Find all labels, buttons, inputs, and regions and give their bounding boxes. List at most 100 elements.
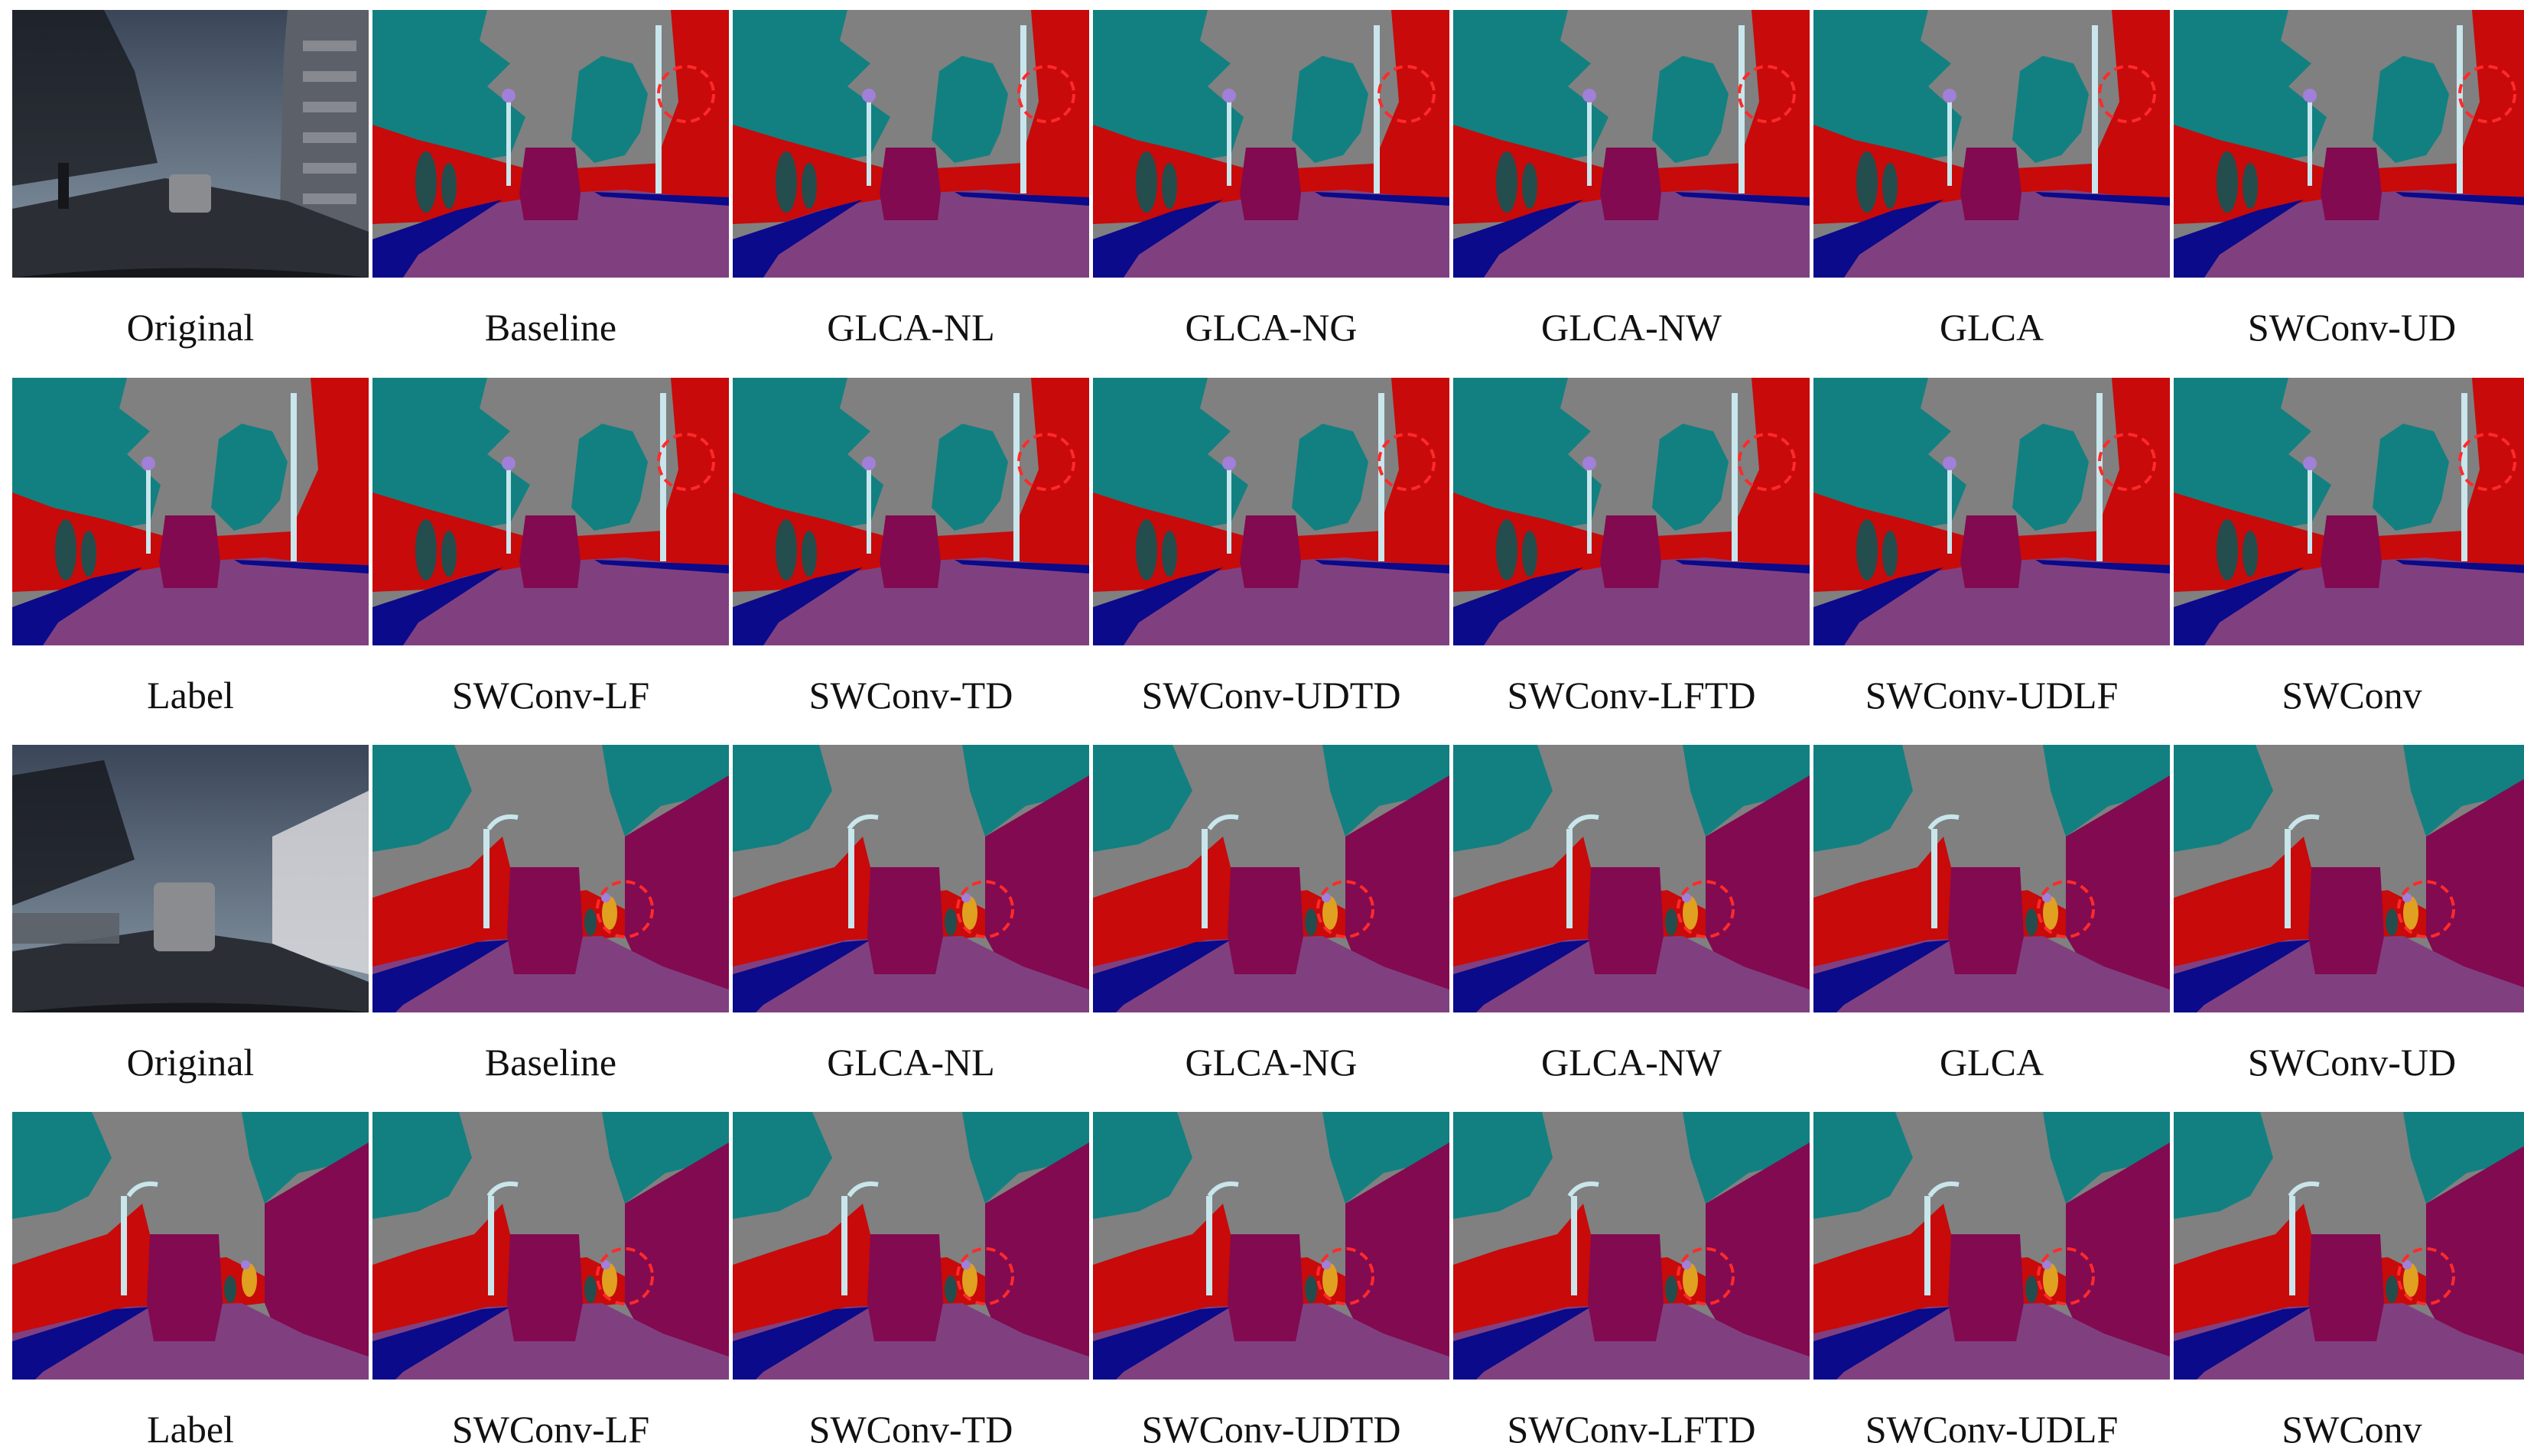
tree-region — [2043, 1112, 2170, 1204]
tree-region — [2012, 56, 2089, 163]
segmentation-result — [1093, 1112, 1449, 1380]
segmentation-result — [1453, 1112, 1810, 1380]
segmentation-result — [1813, 745, 2170, 1012]
panel-caption: GLCA — [1939, 306, 2044, 349]
sidewalk-region — [372, 200, 503, 278]
tree-region — [1453, 1112, 1553, 1219]
pedestrian-region — [1522, 163, 1537, 209]
sign-region — [1682, 1260, 1691, 1269]
highlight-circle — [1677, 1247, 1735, 1305]
highlight-circle — [1377, 433, 1436, 491]
sidewalk-region — [2174, 1307, 2311, 1380]
pole-region — [1020, 25, 1026, 193]
pole-region — [1206, 1196, 1212, 1295]
sidewalk-region — [1093, 567, 1223, 645]
sidewalk-region — [234, 560, 369, 574]
sidewalk-region — [1315, 560, 1449, 574]
bus-region — [2426, 778, 2524, 996]
pole-region — [867, 102, 871, 186]
panel-caption: SWConv-UDTD — [1141, 1408, 1401, 1451]
sidewalk-region — [372, 940, 510, 1012]
photo-window — [303, 132, 356, 143]
pedestrian-region — [2217, 519, 2238, 580]
pole-region — [1947, 470, 1952, 554]
tree-region — [1292, 56, 1368, 163]
pedestrian-region — [2386, 1276, 2398, 1303]
bus-region — [985, 1142, 1089, 1364]
tree-region — [932, 424, 1008, 531]
tree-region — [571, 56, 648, 163]
car-region — [1228, 1234, 1303, 1341]
highlight-circle — [1738, 433, 1796, 491]
tree-region — [2012, 424, 2089, 531]
highlight-circle — [1017, 65, 1075, 123]
car-region — [519, 515, 581, 588]
sidewalk-region — [2396, 560, 2524, 574]
panel-caption: SWConv-LF — [451, 674, 650, 717]
sidewalk-region — [12, 1307, 150, 1380]
highlight-circle — [1377, 65, 1436, 123]
tree-region — [211, 424, 288, 531]
photo-trees — [12, 10, 158, 186]
pedestrian-region — [776, 151, 797, 213]
pedestrian-region — [2217, 151, 2238, 213]
panel-caption: SWConv-TD — [808, 1408, 1013, 1451]
pedestrian-region — [1665, 1276, 1677, 1303]
panel-caption: GLCA — [1939, 1041, 2044, 1084]
pedestrian-region — [1856, 519, 1878, 580]
highlight-circle — [1677, 880, 1735, 938]
pole-region — [1924, 1196, 1930, 1295]
segmentation-result — [2174, 378, 2524, 645]
car-region — [507, 1234, 583, 1341]
car-region — [2321, 148, 2382, 220]
pole-region — [1739, 25, 1745, 193]
photo-building — [280, 10, 369, 239]
car-region — [147, 1234, 223, 1341]
car-region — [1588, 1234, 1664, 1341]
panel-caption: SWConv-UDTD — [1141, 674, 1401, 717]
photo-window — [303, 41, 356, 51]
tree-region — [2043, 745, 2170, 837]
car-region — [880, 515, 941, 588]
sign-region — [862, 89, 876, 102]
sidewalk-region — [1813, 1307, 1951, 1380]
segmentation-result — [733, 745, 1089, 1012]
sidewalk-region — [1315, 192, 1449, 206]
pole-region — [121, 1196, 127, 1295]
highlight-circle — [1017, 433, 1075, 491]
pedestrian-region — [1305, 1276, 1317, 1303]
tree-region — [2403, 1112, 2524, 1204]
highlight-circle — [2098, 433, 2156, 491]
pedestrian-region — [1882, 531, 1898, 577]
photo-road — [12, 178, 369, 278]
tree-region — [733, 745, 832, 852]
car-region — [1960, 148, 2021, 220]
sidewalk-region — [2035, 192, 2170, 206]
photo-bus — [272, 791, 369, 974]
highlight-circle — [1738, 65, 1796, 123]
panel-caption: Label — [147, 1408, 234, 1451]
car-region — [1948, 1234, 2024, 1341]
car-region — [159, 515, 220, 588]
pole-region — [1927, 814, 1960, 830]
sign-region — [241, 1260, 250, 1269]
sidewalk-region — [733, 200, 863, 278]
pedestrian-region — [1522, 531, 1537, 577]
tree-region — [372, 745, 472, 852]
sign-region — [2042, 893, 2051, 902]
sign-region — [1322, 893, 1331, 902]
pedestrian-region — [2025, 908, 2038, 936]
pedestrian-region — [1305, 908, 1317, 936]
segmentation-result — [2174, 745, 2524, 1012]
sidewalk-region — [1453, 567, 1583, 645]
sign-region — [1222, 457, 1236, 470]
pole-region — [1587, 102, 1592, 186]
tree-region — [2174, 1112, 2273, 1219]
pole-region — [867, 470, 871, 554]
pedestrian-region — [1136, 151, 1157, 213]
cyclist-region — [1322, 1263, 1338, 1297]
pole-region — [2457, 25, 2463, 193]
car-region — [1228, 867, 1303, 974]
sidewalk-region — [2174, 940, 2311, 1012]
sign-region — [2402, 1260, 2412, 1269]
